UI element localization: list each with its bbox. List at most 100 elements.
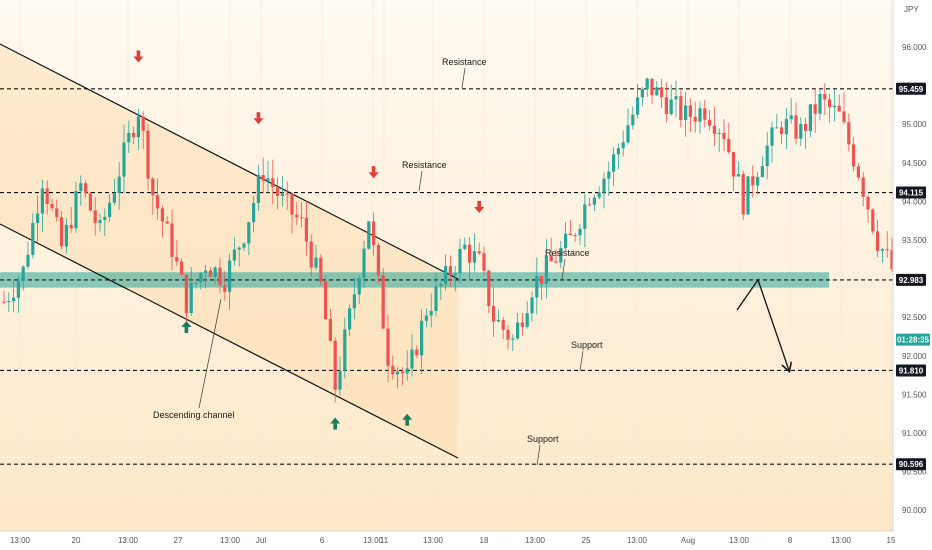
time-tick-label: 13:00 bbox=[220, 536, 241, 545]
down-arrow-marker bbox=[474, 206, 485, 213]
candle-body bbox=[333, 340, 337, 390]
candle-body bbox=[477, 251, 481, 254]
candle-body bbox=[228, 260, 232, 292]
time-tick-label: 18 bbox=[480, 536, 489, 545]
candle-body bbox=[578, 228, 582, 236]
candle-body bbox=[266, 178, 270, 181]
candle-body bbox=[756, 176, 760, 186]
level-price-text: 92.983 bbox=[899, 276, 924, 285]
candle-body bbox=[261, 174, 265, 181]
candle-body bbox=[213, 267, 217, 277]
time-tick-label: 13:00 bbox=[525, 536, 546, 545]
candle-body bbox=[21, 266, 25, 282]
candle-body bbox=[396, 371, 400, 375]
candle-body bbox=[184, 274, 188, 314]
candle-body bbox=[132, 132, 136, 138]
time-tick-label: 13:00 bbox=[363, 536, 384, 545]
candle-body bbox=[295, 214, 299, 218]
time-tick-label: 8 bbox=[788, 536, 793, 545]
annotations: Resistance Resistance Resistance Support Sup… bbox=[153, 57, 603, 466]
time-tick-label: 13:00 bbox=[729, 536, 750, 545]
candle-body bbox=[516, 322, 520, 339]
candle-body bbox=[324, 281, 328, 320]
candle-body bbox=[496, 319, 500, 322]
candle-body bbox=[607, 171, 611, 179]
price-tick-label: 90.500 bbox=[902, 468, 927, 477]
currency-label: JPY bbox=[904, 5, 919, 14]
candle-body bbox=[271, 178, 275, 188]
candle-body bbox=[852, 144, 856, 167]
candle-body bbox=[655, 87, 659, 96]
candle-body bbox=[424, 315, 428, 321]
price-tick-label: 91.500 bbox=[902, 390, 927, 399]
candle-body bbox=[103, 216, 107, 220]
candle-body bbox=[232, 249, 236, 261]
candle-body bbox=[463, 244, 467, 249]
candle-body bbox=[280, 193, 284, 196]
candle-body bbox=[832, 105, 836, 108]
candle-body bbox=[448, 266, 452, 276]
candle-body bbox=[12, 297, 16, 301]
candle-body bbox=[444, 266, 448, 285]
candle-body bbox=[602, 178, 606, 193]
candle-body bbox=[237, 247, 241, 250]
candle-body bbox=[180, 261, 184, 275]
candle-body bbox=[429, 310, 433, 316]
down-arrow-marker bbox=[136, 50, 141, 57]
candle-body bbox=[823, 94, 827, 100]
candle-body bbox=[60, 217, 64, 247]
candle-body bbox=[712, 125, 716, 134]
candle-body bbox=[621, 142, 625, 149]
candle-body bbox=[583, 204, 587, 229]
time-tick-label: 13:00 bbox=[831, 536, 852, 545]
candle-body bbox=[837, 105, 841, 112]
candle-body bbox=[343, 329, 347, 371]
candle-body bbox=[204, 270, 208, 274]
candle-body bbox=[136, 116, 140, 138]
candle-body bbox=[319, 257, 323, 282]
time-tick-label: Aug bbox=[681, 536, 695, 545]
candle-body bbox=[741, 174, 745, 215]
level-price-badge bbox=[896, 186, 926, 199]
candle-body bbox=[458, 248, 462, 274]
candle-body bbox=[808, 104, 812, 131]
candle-body bbox=[252, 203, 256, 223]
candle-body bbox=[352, 294, 356, 309]
level-price-text: 95.459 bbox=[899, 85, 924, 94]
candle-body bbox=[636, 97, 640, 115]
candle-body bbox=[703, 108, 707, 120]
level-price-badge bbox=[896, 364, 926, 377]
candle-body bbox=[650, 78, 654, 96]
annotation-pointer bbox=[536, 444, 541, 466]
level-annotation: Support bbox=[571, 340, 603, 350]
down-arrow-marker bbox=[256, 112, 261, 119]
candle-body bbox=[108, 202, 112, 217]
candle-body bbox=[357, 278, 361, 295]
candle-body bbox=[592, 197, 596, 205]
up-arrow-marker bbox=[405, 419, 409, 426]
candle-body bbox=[861, 177, 865, 197]
down-arrow-marker bbox=[253, 118, 264, 125]
candle-body bbox=[804, 123, 808, 131]
level-annotation: Resistance bbox=[545, 248, 590, 258]
candle-body bbox=[468, 244, 472, 263]
candle-body bbox=[300, 217, 304, 219]
candle-body bbox=[348, 308, 352, 330]
candle-body bbox=[597, 192, 601, 198]
candle-body bbox=[146, 130, 150, 179]
candle-body bbox=[890, 250, 894, 269]
price-tick-label: 90.000 bbox=[902, 506, 927, 515]
candle-body bbox=[151, 178, 155, 196]
candle-body bbox=[386, 328, 390, 366]
candle-body bbox=[540, 275, 544, 284]
candle-body bbox=[684, 105, 688, 120]
candle-body bbox=[708, 119, 712, 126]
candle-body bbox=[64, 224, 68, 247]
candle-body bbox=[74, 191, 78, 229]
candle-body bbox=[117, 176, 121, 194]
candle-body bbox=[175, 257, 179, 262]
candle-body bbox=[559, 248, 563, 263]
up-arrow-marker bbox=[330, 417, 341, 424]
candle-body bbox=[165, 221, 169, 224]
